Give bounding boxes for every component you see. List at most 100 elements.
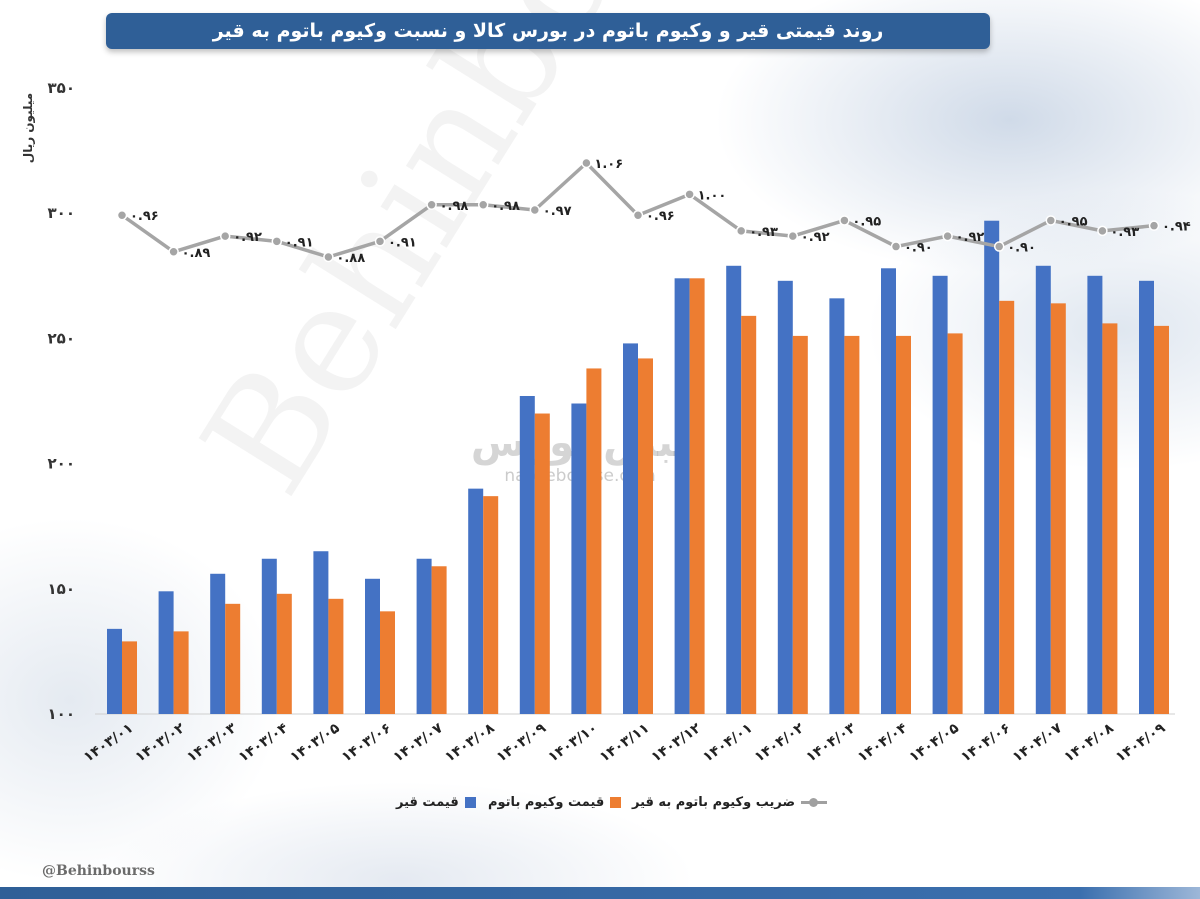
bar-vacuum — [122, 641, 137, 714]
x-tick-label: ۱۴۰۳/۰۵ — [287, 720, 343, 766]
ratio-point — [219, 230, 231, 242]
ratio-point — [116, 209, 128, 221]
legend-label-bitumen: قیمت قیر — [396, 795, 459, 810]
bar-vacuum — [380, 611, 395, 714]
ratio-point — [271, 236, 283, 247]
bar-bitumen — [623, 343, 638, 714]
bar-bitumen — [881, 268, 896, 714]
ratio-point — [529, 204, 541, 216]
bar-vacuum — [689, 278, 705, 714]
x-tick-label: ۱۴۰۴/۰۷ — [1010, 720, 1066, 766]
x-tick-label: ۱۴۰۳/۱۲ — [649, 720, 705, 766]
bar-bitumen — [210, 573, 226, 714]
ratio-data-label: ۰.۹۵ — [1059, 214, 1088, 229]
y-axis-title: میلیون ریال — [21, 93, 36, 163]
x-tick-label: ۱۴۰۳/۰۲ — [133, 720, 189, 766]
bar-bitumen — [777, 280, 793, 714]
bar-vacuum — [792, 335, 808, 714]
bar-bitumen — [261, 558, 277, 714]
legend: قیمت قیر قیمت وکیوم باتوم ضریب وکیوم بات… — [0, 795, 1200, 817]
ratio-point — [168, 246, 179, 258]
bar-bitumen — [313, 551, 329, 714]
ratio-point — [684, 189, 695, 200]
ratio-point — [1148, 220, 1160, 231]
legend-label-ratio: ضریب وکیوم باتوم به قیر — [632, 795, 796, 810]
ratio-data-label: ۰.۹۸ — [440, 199, 469, 214]
x-tick-label: ۱۴۰۳/۰۹ — [494, 720, 550, 766]
social-handle: @Behinbourss — [42, 863, 155, 879]
bar-vacuum — [741, 315, 757, 714]
bar-vacuum — [947, 333, 963, 714]
ratio-point — [632, 209, 644, 221]
x-tick-label: ۱۴۰۳/۱۰ — [545, 720, 600, 765]
ratio-point — [581, 157, 592, 169]
x-tick-label: ۱۴۰۳/۰۳ — [184, 720, 240, 766]
legend-item-vacuum: قیمت وکیوم باتوم — [488, 795, 622, 810]
x-tick-label: ۱۴۰۴/۰۴ — [855, 720, 911, 766]
bar-vacuum — [276, 593, 292, 714]
bar-bitumen — [158, 591, 174, 714]
ratio-point — [477, 199, 489, 211]
y-tick-label: ۱۵۰ — [48, 580, 75, 598]
ratio-data-label: ۰.۹۶ — [646, 209, 675, 224]
ratio-data-label: ۰.۹۳ — [749, 225, 778, 240]
bar-vacuum — [844, 335, 860, 714]
x-tick-label: ۱۴۰۴/۰۳ — [803, 720, 859, 766]
ratio-point — [839, 215, 850, 226]
bar-bitumen — [674, 278, 690, 714]
bar-vacuum — [328, 598, 344, 714]
ratio-point — [890, 241, 902, 252]
bar-bitumen — [1035, 265, 1051, 714]
bar-vacuum — [638, 358, 653, 714]
ratio-data-label: ۰.۹۶ — [130, 209, 159, 224]
ratio-data-label: ۰.۹۲ — [801, 230, 830, 245]
bar-vacuum — [999, 300, 1015, 714]
ratio-data-label: ۰.۹۳ — [1110, 225, 1139, 240]
chart-title: روند قیمتی قیر و وکیوم باتوم در بورس کال… — [106, 13, 990, 49]
ratio-data-label: ۰.۸۹ — [182, 246, 211, 261]
x-tick-label: ۱۴۰۳/۰۶ — [339, 720, 394, 765]
bar-vacuum — [1154, 325, 1169, 714]
x-tick-label: ۱۴۰۳/۰۱ — [81, 720, 136, 765]
x-tick-label: ۱۴۰۳/۱۱ — [597, 720, 652, 765]
ratio-point — [993, 241, 1005, 252]
x-tick-label: ۱۴۰۴/۰۲ — [752, 720, 808, 766]
ratio-point — [426, 199, 437, 211]
x-tick-label: ۱۴۰۴/۰۶ — [958, 720, 1013, 765]
x-tick-label: ۱۴۰۳/۰۴ — [236, 720, 292, 766]
ratio-point — [1097, 225, 1108, 237]
legend-item-bitumen: قیمت قیر — [396, 795, 476, 810]
ratio-point — [735, 225, 747, 237]
ratio-data-label: ۰.۹۰ — [904, 241, 933, 256]
x-tick-label: ۱۴۰۳/۰۷ — [391, 720, 447, 766]
legend-label-vacuum: قیمت وکیوم باتوم — [488, 795, 605, 810]
ratio-data-label: ۰.۹۷ — [543, 204, 572, 219]
x-tick-label: ۱۴۰۳/۰۸ — [442, 720, 498, 766]
ratio-data-label: ۰.۹۱ — [388, 235, 417, 250]
y-tick-label: ۳۵۰ — [48, 79, 75, 97]
x-tick-label: ۱۴۰۴/۰۵ — [907, 720, 963, 766]
ratio-data-label: ۰.۹۴ — [1162, 220, 1191, 235]
ratio-data-label: ۰.۸۸ — [336, 251, 365, 266]
bar-vacuum — [586, 368, 602, 714]
y-tick-label: ۲۵۰ — [48, 329, 75, 347]
x-tick-label: ۱۴۰۴/۰۸ — [1061, 720, 1117, 766]
bar-bitumen — [365, 578, 380, 714]
ratio-data-label: ۰.۹۲ — [233, 230, 262, 245]
bar-bitumen — [107, 628, 122, 714]
bar-vacuum — [431, 566, 447, 714]
bar-bitumen — [1139, 280, 1154, 714]
ratio-data-label: ۱.۰۰ — [698, 188, 727, 203]
bar-bitumen — [829, 298, 845, 714]
x-tick-label: ۱۴۰۴/۰۹ — [1113, 720, 1169, 766]
bar-vacuum — [896, 335, 911, 714]
bar-vacuum — [1050, 303, 1066, 714]
bar-bitumen — [571, 403, 587, 714]
x-tick-label: ۱۴۰۴/۰۱ — [700, 720, 755, 765]
ratio-data-label: ۰.۹۱ — [285, 235, 314, 250]
ratio-data-label: ۰.۹۵ — [852, 214, 881, 229]
legend-swatch-bitumen — [464, 797, 476, 808]
bar-bitumen — [468, 488, 484, 714]
legend-swatch-ratio — [801, 798, 828, 807]
